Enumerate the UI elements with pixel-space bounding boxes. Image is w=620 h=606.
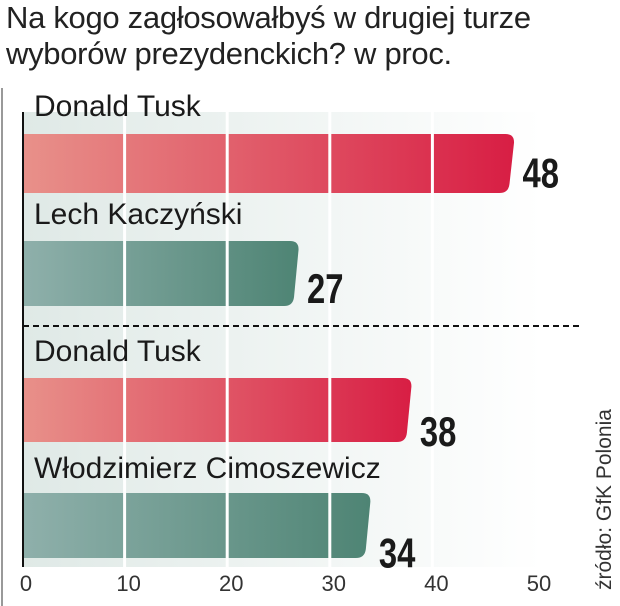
x-tick-label: 20 (219, 571, 243, 596)
category-label: Donald Tusk (34, 335, 202, 368)
x-tick-label: 40 (424, 571, 448, 596)
source-note: źródło: GfK Polonia (593, 409, 616, 590)
value-label: 27 (307, 265, 343, 312)
bar-red (22, 134, 515, 193)
chart-title: Na kogo zagłosowałbyś w drugiej turze wy… (6, 0, 531, 72)
value-label: 38 (420, 408, 456, 455)
x-tick-label: 50 (527, 571, 551, 596)
title-line-1: Na kogo zagłosowałbyś w drugiej turze (6, 0, 531, 35)
x-tick-label: 10 (116, 571, 140, 596)
category-label: Włodzimierz Cimoszewicz (34, 452, 381, 485)
bar-green (22, 493, 371, 558)
bar-green (22, 241, 299, 306)
category-label: Lech Kaczyński (34, 198, 242, 231)
bar-red (22, 378, 412, 442)
value-label: 48 (522, 150, 558, 197)
category-label: Donald Tusk (34, 90, 202, 123)
value-label: 34 (379, 530, 416, 577)
x-tick-label: 30 (322, 571, 346, 596)
frame-left-border (1, 88, 3, 606)
x-tick-label: 0 (20, 571, 32, 596)
title-line-2: wyborów prezydenckich? w proc. (6, 36, 452, 71)
